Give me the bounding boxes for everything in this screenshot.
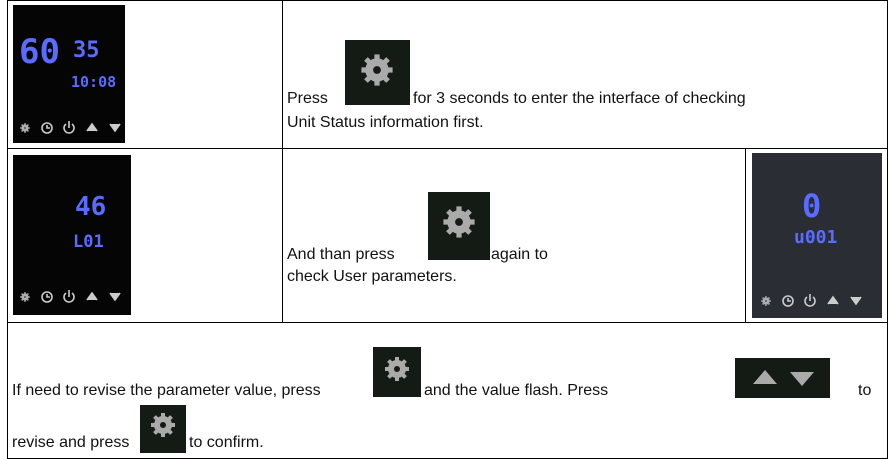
display-text: u001 — [794, 227, 837, 248]
text: Press — [287, 90, 328, 107]
display-text: 35 — [73, 38, 100, 63]
border — [7, 0, 888, 1]
display-text: 46 — [75, 192, 106, 222]
border — [7, 148, 888, 149]
gear-icon — [373, 347, 421, 397]
text: for 3 seconds to enter the interface of … — [413, 90, 746, 107]
border — [7, 0, 8, 459]
display-image: 46 L01 — [13, 155, 131, 315]
text: And than press — [287, 246, 395, 263]
display-text: 60 — [19, 32, 60, 72]
text: and the value flash. Press — [424, 382, 609, 399]
border — [887, 0, 888, 459]
text: If need to revise the parameter value, p… — [12, 382, 321, 399]
display-text: 10:08 — [71, 73, 116, 91]
arrow-icons — [735, 358, 830, 398]
gear-icon — [345, 40, 410, 105]
display-text: 0 — [802, 187, 821, 225]
text: revise and press — [12, 434, 130, 451]
border — [282, 0, 283, 322]
border — [745, 148, 746, 322]
text: again to — [491, 246, 548, 263]
gear-icon — [428, 192, 490, 260]
border — [7, 322, 888, 323]
display-photo: 0 u001 — [752, 153, 882, 318]
display-image: 60 35 10:08 — [13, 5, 125, 143]
text: to confirm. — [189, 434, 264, 451]
text: check User parameters. — [287, 268, 457, 285]
text: to — [858, 382, 872, 399]
display-text: L01 — [73, 232, 104, 252]
text: Unit Status information first. — [287, 114, 484, 131]
gear-icon — [140, 405, 186, 453]
